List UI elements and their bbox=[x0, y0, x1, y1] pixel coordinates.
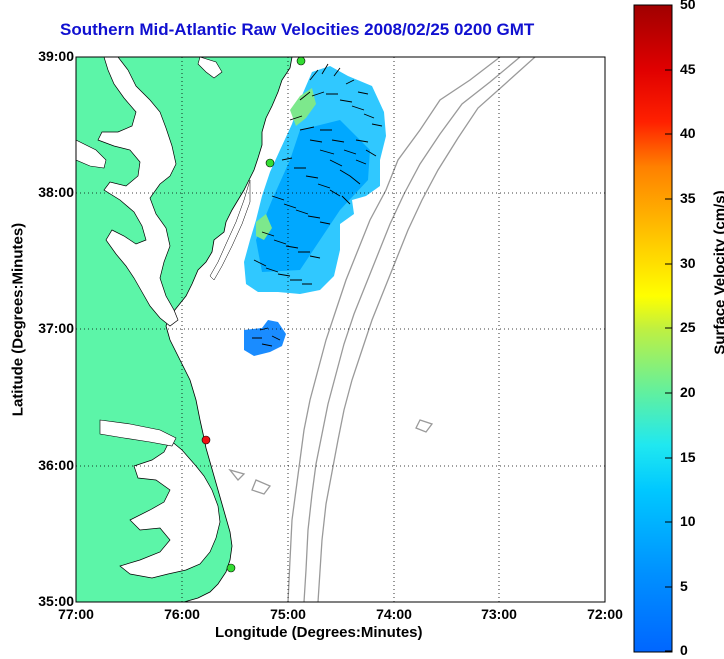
pamlico-sound bbox=[119, 439, 221, 579]
x-tick-label: 73:00 bbox=[481, 606, 517, 622]
colorbar-tick-label: 30 bbox=[680, 255, 696, 271]
station-marker-duck bbox=[201, 435, 211, 445]
x-tick-label: 77:00 bbox=[58, 606, 94, 622]
potomac-river bbox=[76, 139, 107, 169]
velocity-field bbox=[244, 63, 386, 356]
colorbar-tick-label: 0 bbox=[680, 642, 688, 658]
map-title: Southern Mid-Atlantic Raw Velocities 200… bbox=[60, 20, 535, 39]
chesapeake-bay bbox=[97, 57, 179, 327]
velocity-vectors bbox=[252, 63, 383, 347]
station-marker-north bbox=[296, 57, 306, 66]
velocity-region-green bbox=[290, 88, 316, 126]
colorbar-tick-label: 40 bbox=[680, 125, 696, 141]
x-tick-label: 75:00 bbox=[270, 606, 306, 622]
y-tick-label: 39:00 bbox=[38, 48, 74, 64]
y-tick-label: 36:00 bbox=[38, 457, 74, 473]
delaware-bay bbox=[197, 57, 223, 79]
map-grid bbox=[76, 57, 605, 602]
velocity-region-offshore bbox=[244, 320, 286, 356]
colorbar-tick-label: 20 bbox=[680, 384, 696, 400]
plot-frame bbox=[75, 56, 606, 603]
albemarle-sound bbox=[99, 419, 177, 447]
colorbar-tick-label: 15 bbox=[680, 449, 696, 465]
x-axis-label: Longitude (Degrees:Minutes) bbox=[215, 624, 423, 641]
station-marker-assateague bbox=[265, 158, 275, 168]
colorbar-tick-label: 25 bbox=[680, 319, 696, 335]
velocity-region-green-south bbox=[256, 214, 272, 240]
colorbar-ticks bbox=[665, 4, 672, 652]
colorbar-tick-label: 5 bbox=[680, 578, 688, 594]
y-tick-label: 38:00 bbox=[38, 184, 74, 200]
x-tick-label: 76:00 bbox=[164, 606, 200, 622]
colorbar-tick-label: 35 bbox=[680, 190, 696, 206]
colorbar-tick-label: 45 bbox=[680, 61, 696, 77]
y-tick-label: 35:00 bbox=[38, 593, 74, 609]
x-tick-label: 74:00 bbox=[376, 606, 412, 622]
colorbar-label: Surface Velocity (cm/s) bbox=[711, 190, 724, 355]
colorbar-tick-label: 50 bbox=[680, 0, 696, 12]
station-marker-hatteras bbox=[226, 563, 236, 573]
bathymetry-contours bbox=[228, 57, 536, 602]
y-tick-label: 37:00 bbox=[38, 320, 74, 336]
barrier-lagoon bbox=[209, 179, 251, 281]
x-tick-label: 72:00 bbox=[587, 606, 623, 622]
y-axis-label: Latitude (Degrees:Minutes) bbox=[9, 222, 27, 417]
velocity-region-core bbox=[256, 120, 370, 272]
colorbar-tick-label: 10 bbox=[680, 513, 696, 529]
